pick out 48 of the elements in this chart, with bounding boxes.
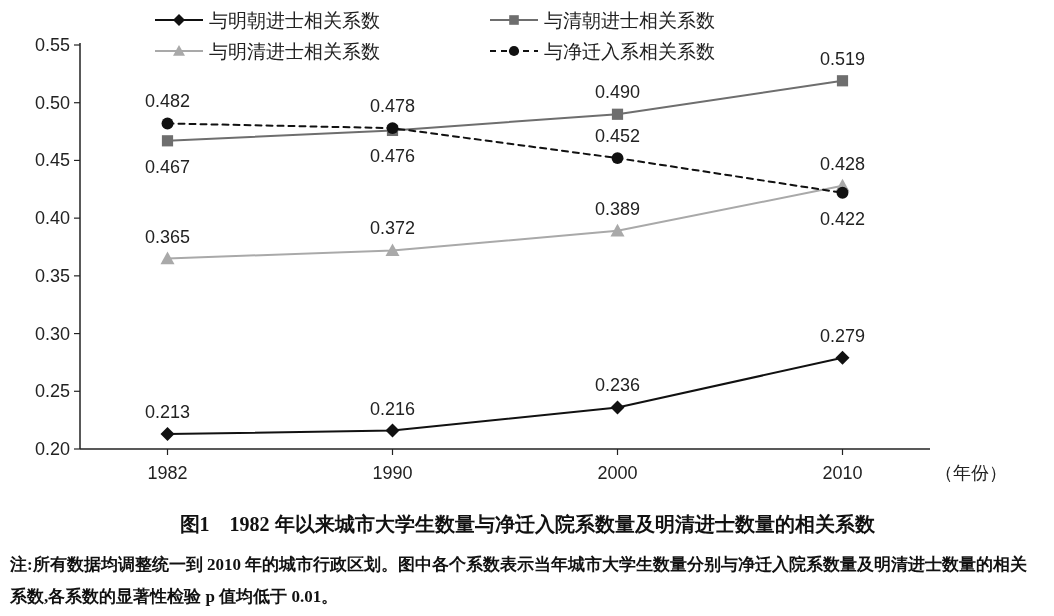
data-label: 0.216 (369, 398, 416, 419)
y-tick-label: 0.50 (34, 92, 70, 113)
y-tick-label: 0.45 (34, 150, 70, 171)
data-label: 0.365 (144, 226, 191, 247)
point (385, 243, 400, 257)
legend-label: 与明清进士相关系数 (209, 41, 380, 62)
data-label: 0.279 (819, 325, 866, 346)
x-axis-title: （年份） (935, 463, 1007, 483)
x-tick-label: 1990 (372, 463, 413, 483)
y-tick-label: 0.40 (34, 208, 70, 229)
legend-label: 与清朝进士相关系数 (544, 10, 715, 31)
y-tick-label: 0.55 (34, 35, 70, 55)
data-label: 0.519 (819, 48, 866, 69)
text: 注:所有数据均调整统一到 2010 年的城市行政区划。图中各个系数表示当年城市大学生数量分别与净迁入院系数量及明清进士数量的相关系数,各系数的显著性检验 p 值均低于 0.01。 (9, 555, 1028, 606)
data-label: 0.428 (819, 153, 866, 174)
data-label: 0.452 (594, 126, 641, 147)
point (836, 186, 849, 199)
point (611, 152, 624, 165)
data-label: 0.422 (819, 208, 866, 229)
point (161, 117, 174, 130)
x-tick-label: 2010 (822, 463, 863, 483)
point (160, 251, 175, 265)
point (835, 350, 850, 365)
data-label: 0.482 (144, 91, 191, 112)
point (610, 223, 625, 237)
data-label: 0.372 (369, 218, 416, 239)
point (611, 108, 624, 120)
x-tick-label: 1982 (147, 463, 188, 483)
y-tick-label: 0.25 (34, 381, 70, 402)
data-label: 0.490 (594, 82, 641, 103)
y-tick-label: 0.20 (34, 439, 70, 459)
y-tick-label: 0.35 (34, 265, 70, 286)
x-tick-label: 2000 (597, 463, 638, 483)
y-tick-label: 0.30 (34, 323, 70, 344)
data-label: 0.476 (369, 146, 416, 167)
data-label: 0.467 (144, 156, 191, 177)
point (160, 426, 175, 441)
point (836, 75, 849, 87)
legend-label: 与明朝进士相关系数 (209, 10, 380, 31)
point (610, 400, 625, 415)
text: 图1 1982 年以来城市大学生数量与净迁入院系数量及明清进士数量的相关系数 (179, 513, 876, 535)
data-label: 0.478 (369, 96, 416, 117)
data-label: 0.213 (144, 401, 191, 422)
point (385, 423, 400, 438)
point (161, 135, 174, 147)
legend-label: 与净迁入系相关系数 (544, 41, 715, 62)
data-label: 0.389 (594, 198, 641, 219)
data-label: 0.236 (594, 375, 641, 396)
